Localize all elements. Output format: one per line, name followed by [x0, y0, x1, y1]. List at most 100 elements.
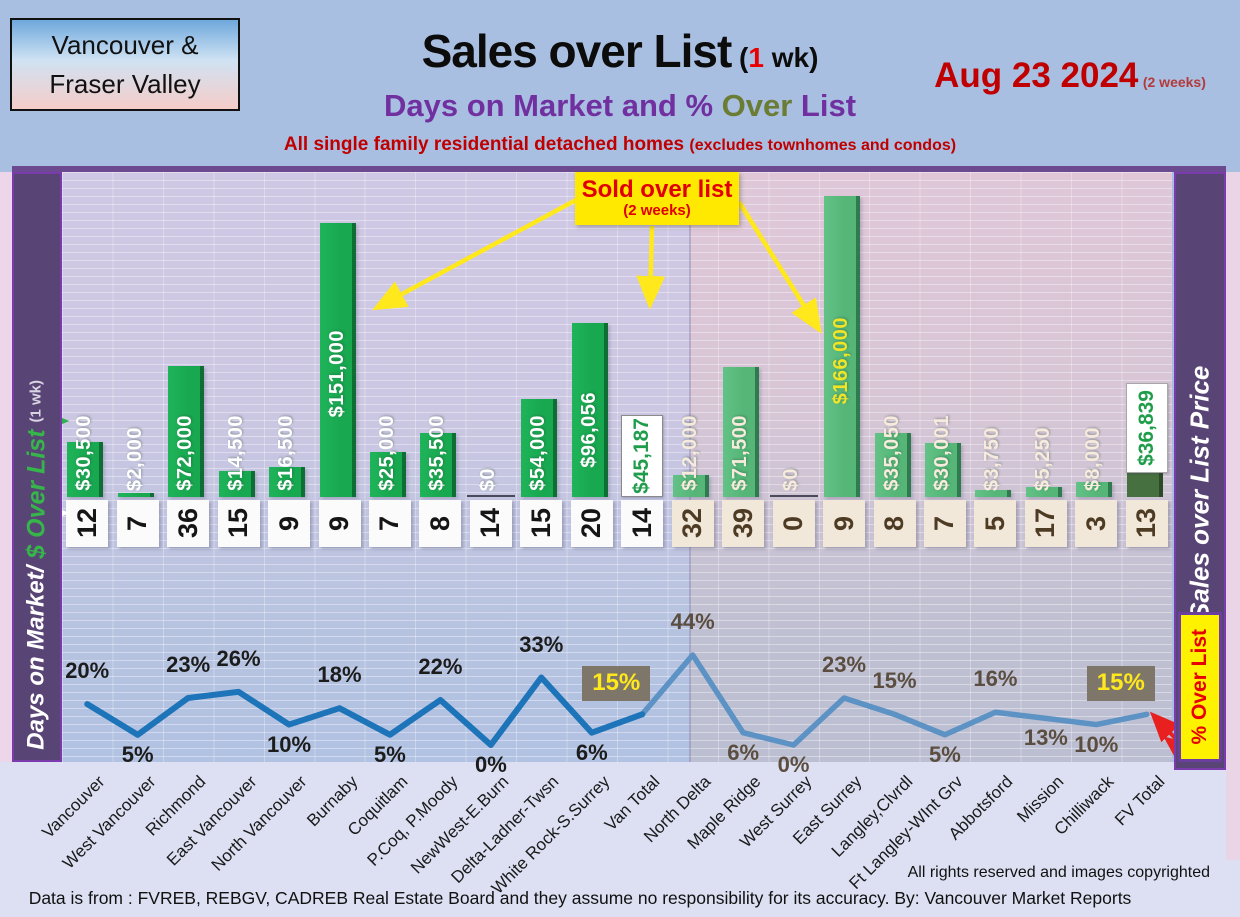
- bar-label: $35,500: [426, 415, 449, 491]
- bar-label: $151,000: [325, 330, 348, 418]
- bar-label: $30,500: [73, 415, 96, 491]
- left-edge-strip: [0, 172, 12, 762]
- day-badge: 7: [923, 500, 966, 547]
- region-box-line1: Vancouver &: [51, 29, 199, 60]
- bar-label: $2,000: [123, 426, 146, 491]
- bar-label: $0: [476, 467, 499, 491]
- day-badge: 8: [419, 500, 462, 547]
- day-badge: 7: [368, 500, 411, 547]
- day-badge: 36: [167, 500, 210, 547]
- report-date: Aug 23 2024 (2 weeks): [934, 56, 1206, 95]
- day-value: 20: [576, 508, 607, 539]
- day-badge: 15: [520, 500, 563, 547]
- days-on-market-axis-label: Days on Market/: [22, 565, 50, 750]
- bar: [168, 366, 205, 497]
- bar-label: $3,750: [981, 426, 1004, 491]
- pct-label: 16%: [973, 666, 1018, 692]
- pct-label: 44%: [670, 609, 715, 635]
- bar-label: $166,000: [830, 316, 853, 404]
- day-value: 7: [929, 515, 960, 532]
- bar: [67, 442, 104, 497]
- day-badge: 7: [116, 500, 159, 547]
- bar-label: $5,250: [1031, 426, 1054, 491]
- day-badge: 20: [570, 500, 613, 547]
- day-badge: 9: [823, 500, 866, 547]
- sales-over-list-price-label: Sales over List Price: [1184, 365, 1215, 620]
- day-value: 14: [626, 508, 657, 539]
- region-divider: [689, 172, 691, 762]
- day-value: 7: [374, 515, 405, 532]
- bar: [319, 223, 356, 497]
- bar-label-fv-total: $36,839: [1134, 390, 1158, 466]
- page-title: Sales over List (1 wk): [421, 25, 819, 77]
- pct-label: 5%: [374, 741, 406, 767]
- region-box: Vancouver & Fraser Valley: [10, 18, 240, 111]
- day-value: 32: [677, 508, 708, 539]
- pct-label: 23%: [166, 651, 211, 677]
- bar: [924, 443, 961, 497]
- bar-label-van-total: $45,187: [630, 418, 654, 494]
- bar: [874, 433, 911, 497]
- day-value: 13: [1131, 508, 1162, 539]
- bar-label: $35,050: [880, 415, 903, 491]
- one-week-note: (1 wk): [27, 380, 45, 423]
- pct-label: 10%: [1074, 731, 1119, 757]
- day-value: 12: [71, 508, 102, 539]
- left-axis-sidebar: Days on Market/ $ Over List (1 wk): [12, 172, 62, 762]
- day-badge: 14: [469, 500, 512, 547]
- bar: [672, 475, 709, 497]
- day-badge: 8: [873, 500, 916, 547]
- day-value: 9: [273, 515, 304, 532]
- bar: [521, 399, 558, 497]
- day-value: 9: [828, 515, 859, 532]
- day-badge: 32: [671, 500, 714, 547]
- day-value: 5: [979, 515, 1010, 532]
- bar-label: $0: [779, 467, 802, 491]
- copyright-note: All rights reserved and images copyright…: [907, 864, 1210, 881]
- bar-zero-tick: [769, 495, 818, 497]
- day-value: 3: [1080, 515, 1111, 532]
- bar-label: $14,500: [224, 415, 247, 491]
- bar: [1025, 487, 1062, 497]
- bar-label: $12,000: [678, 415, 701, 491]
- bar-label: $71,500: [729, 415, 752, 491]
- pct-label: 0%: [474, 752, 507, 777]
- pct-label: 33%: [519, 631, 564, 657]
- day-value: 8: [424, 515, 455, 532]
- bar-label: $54,000: [527, 415, 550, 491]
- day-value: 7: [122, 515, 153, 532]
- bar: [723, 367, 760, 497]
- bar: [218, 471, 255, 497]
- pct-total-badge: 15%: [582, 666, 651, 702]
- day-value: 15: [525, 508, 556, 539]
- right-axis-sidebar: Sales over List Price % Over List: [1174, 172, 1226, 770]
- pct-label: 18%: [317, 662, 362, 688]
- pct-label: 0%: [777, 752, 810, 777]
- day-badge: 14: [621, 500, 664, 547]
- plot-top-border: [12, 166, 1226, 172]
- day-badge: 9: [268, 500, 311, 547]
- bar: [117, 493, 154, 497]
- bar: [269, 467, 306, 497]
- pct-label: 22%: [418, 654, 463, 679]
- day-badge: 13: [1125, 500, 1168, 547]
- axis-label-area-bg: [0, 762, 1240, 917]
- day-badge: 39: [722, 500, 765, 547]
- pct-label: 10%: [267, 731, 312, 757]
- right-edge-strip: [1226, 172, 1240, 860]
- bar-van-total: $45,187: [621, 415, 664, 497]
- pct-label: 26%: [216, 645, 261, 671]
- bar-label: $25,000: [375, 415, 398, 491]
- bar: [420, 433, 457, 497]
- bar-label: $30,001: [930, 415, 953, 491]
- day-badge: 15: [217, 500, 260, 547]
- pct-label: 6%: [575, 739, 608, 765]
- page-description: All single family residential detached h…: [283, 134, 957, 155]
- bar: [975, 490, 1012, 497]
- bar: [369, 452, 406, 497]
- day-badge: 0: [772, 500, 815, 547]
- pct-label: 5%: [929, 741, 961, 767]
- day-value: 15: [223, 508, 254, 539]
- pct-label: 15%: [872, 668, 917, 694]
